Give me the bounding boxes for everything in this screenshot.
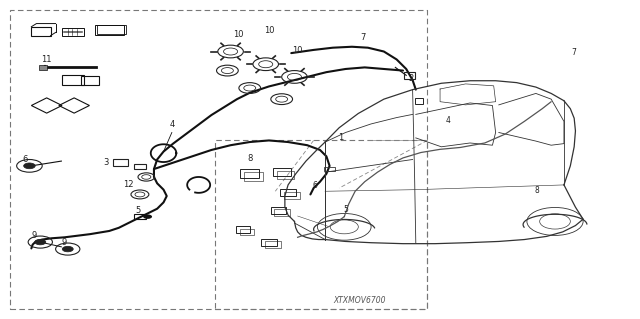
Bar — [415, 98, 424, 104]
Circle shape — [143, 214, 152, 219]
Bar — [97, 25, 125, 34]
Text: 5: 5 — [136, 206, 141, 215]
Text: 8: 8 — [247, 154, 252, 163]
Bar — [244, 172, 263, 181]
Text: 4: 4 — [169, 120, 175, 129]
Bar — [261, 239, 277, 246]
Bar — [280, 189, 296, 196]
Circle shape — [35, 239, 45, 245]
Bar — [134, 164, 147, 169]
Bar — [265, 241, 281, 248]
Text: 10: 10 — [292, 46, 303, 56]
Bar — [324, 167, 335, 171]
Text: 11: 11 — [42, 55, 52, 64]
Text: 7: 7 — [361, 33, 366, 42]
Text: 6: 6 — [22, 155, 28, 164]
Text: 3: 3 — [104, 158, 109, 167]
Text: 9: 9 — [31, 231, 36, 240]
Bar — [275, 209, 291, 216]
Bar — [404, 72, 415, 79]
Bar — [31, 27, 51, 36]
Bar — [61, 28, 84, 36]
Bar — [284, 192, 300, 199]
Bar — [81, 76, 99, 85]
Text: 4: 4 — [445, 116, 450, 125]
Bar — [276, 171, 294, 179]
Bar — [61, 75, 84, 85]
Bar — [39, 65, 47, 70]
Bar — [134, 214, 146, 219]
Text: 8: 8 — [535, 186, 540, 195]
Text: 5: 5 — [343, 205, 348, 214]
Bar — [236, 226, 250, 233]
Bar — [271, 207, 287, 214]
Text: 6: 6 — [312, 181, 317, 190]
Text: 9: 9 — [62, 238, 67, 247]
Text: 1: 1 — [338, 133, 343, 142]
Text: 10: 10 — [264, 26, 274, 35]
Text: 7: 7 — [572, 48, 577, 57]
Text: XTXMOV6700: XTXMOV6700 — [333, 296, 386, 305]
Circle shape — [24, 163, 35, 169]
Bar — [240, 169, 259, 178]
Bar — [113, 159, 129, 166]
Bar — [95, 26, 124, 35]
Circle shape — [62, 246, 73, 252]
Bar — [10, 10, 428, 309]
Bar — [273, 168, 291, 176]
Text: 2: 2 — [408, 74, 413, 83]
Text: 10: 10 — [233, 30, 243, 39]
Text: 12: 12 — [123, 181, 134, 189]
Bar — [214, 140, 428, 309]
Bar — [240, 229, 254, 235]
